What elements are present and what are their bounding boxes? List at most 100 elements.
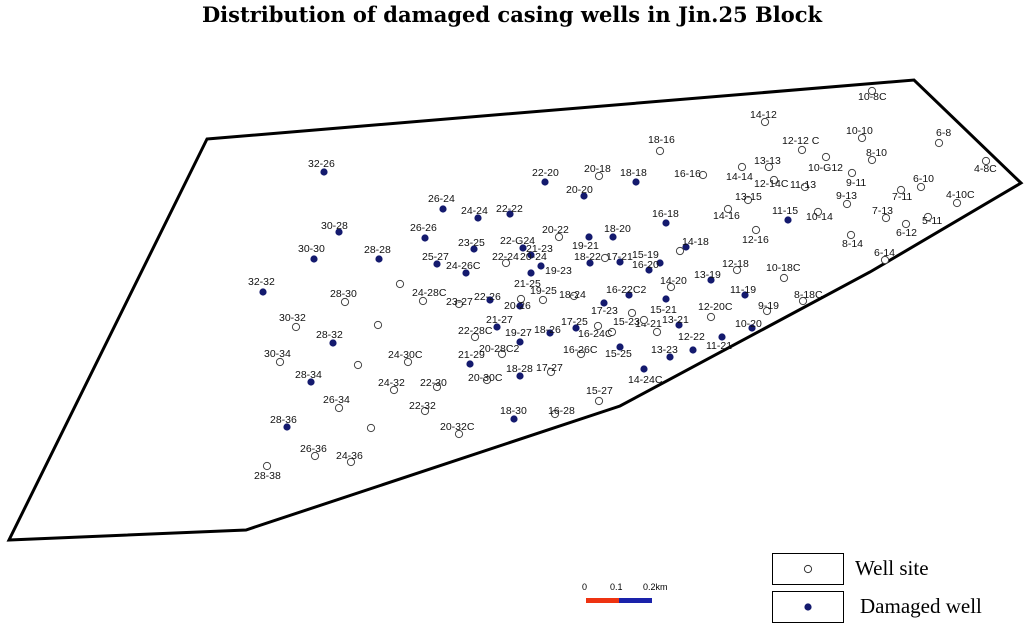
- well-marker[interactable]: 14-24C: [628, 365, 663, 386]
- well-site-dot[interactable]: [857, 133, 867, 143]
- damaged-well-dot[interactable]: [537, 262, 545, 270]
- well-site-dot[interactable]: [346, 457, 356, 467]
- well-marker[interactable]: 19-23: [527, 265, 572, 277]
- damaged-well-dot[interactable]: [748, 324, 756, 332]
- well-site-dot[interactable]: [916, 182, 926, 192]
- well-marker[interactable]: 7-11: [892, 185, 912, 203]
- damaged-well-dot[interactable]: [433, 260, 441, 268]
- well-marker[interactable]: 10-20: [735, 318, 762, 332]
- well-marker[interactable]: 14-14: [726, 162, 753, 183]
- well-site-dot[interactable]: [262, 461, 272, 471]
- well-marker[interactable]: 9-19: [758, 300, 779, 316]
- well-marker[interactable]: 4-10C: [946, 189, 975, 208]
- damaged-well-dot[interactable]: [682, 243, 690, 251]
- well-site-dot[interactable]: [501, 258, 511, 268]
- well-marker[interactable]: 19-27: [505, 327, 532, 346]
- well-marker[interactable]: 6-8: [934, 127, 951, 148]
- well-marker[interactable]: 13-19: [694, 269, 721, 284]
- well-marker[interactable]: 21-23: [526, 243, 553, 259]
- well-marker[interactable]: 20-28C2: [479, 343, 519, 359]
- damaged-well-dot[interactable]: [656, 259, 664, 267]
- well-marker[interactable]: 24-24: [461, 205, 488, 222]
- well-site-dot[interactable]: [550, 409, 560, 419]
- well-site-dot[interactable]: [607, 327, 617, 337]
- well-site-dot[interactable]: [470, 332, 480, 342]
- well-marker[interactable]: 18-28: [506, 363, 533, 380]
- damaged-well-dot[interactable]: [675, 321, 683, 329]
- damaged-well-dot[interactable]: [510, 415, 518, 423]
- well-site-dot[interactable]: [867, 155, 877, 165]
- well-marker[interactable]: [373, 320, 383, 330]
- well-marker[interactable]: 17-25: [561, 316, 588, 332]
- well-site-dot[interactable]: [497, 349, 507, 359]
- well-marker[interactable]: 14-16: [713, 204, 740, 222]
- well-marker[interactable]: 17-21: [606, 251, 633, 266]
- well-site-dot[interactable]: [389, 385, 399, 395]
- well-site-dot[interactable]: [666, 282, 676, 292]
- well-marker[interactable]: 14-18: [682, 236, 709, 251]
- well-marker[interactable]: 22-28C: [458, 325, 493, 342]
- well-site-dot[interactable]: [576, 349, 586, 359]
- well-marker[interactable]: 12-22: [678, 331, 705, 354]
- damaged-well-dot[interactable]: [320, 168, 328, 176]
- well-marker[interactable]: 10-10: [846, 125, 873, 143]
- well-marker[interactable]: 11-15: [772, 205, 798, 224]
- well-marker[interactable]: 9-13: [836, 190, 857, 209]
- well-marker[interactable]: 24-30C: [388, 349, 423, 367]
- well-marker[interactable]: 10-14: [806, 207, 833, 223]
- well-marker[interactable]: 21-27: [486, 314, 513, 331]
- well-marker[interactable]: 22-G24: [500, 235, 535, 252]
- well-marker[interactable]: 24-26C: [446, 260, 481, 277]
- damaged-well-dot[interactable]: [421, 234, 429, 242]
- well-marker[interactable]: 10-18C: [766, 262, 801, 283]
- damaged-well-dot[interactable]: [516, 338, 524, 346]
- well-marker[interactable]: 13-23: [651, 344, 678, 361]
- damaged-well-dot[interactable]: [466, 360, 474, 368]
- damaged-well-dot[interactable]: [259, 288, 267, 296]
- well-site-dot[interactable]: [291, 322, 301, 332]
- damaged-well-dot[interactable]: [462, 269, 470, 277]
- damaged-well-dot[interactable]: [486, 296, 494, 304]
- well-marker[interactable]: [366, 423, 376, 433]
- damaged-well-dot[interactable]: [307, 378, 315, 386]
- damaged-well-dot[interactable]: [600, 299, 608, 307]
- well-marker[interactable]: 16-22C2: [606, 284, 646, 299]
- well-marker[interactable]: 8-18C: [794, 289, 823, 306]
- well-marker[interactable]: 28-32: [316, 329, 343, 347]
- well-site-dot[interactable]: [751, 225, 761, 235]
- well-marker[interactable]: 12-14C: [754, 175, 789, 190]
- damaged-well-dot[interactable]: [310, 255, 318, 263]
- well-marker[interactable]: 18-22: [574, 251, 601, 267]
- well-marker[interactable]: 14-21: [635, 318, 662, 337]
- well-site-dot[interactable]: [594, 396, 604, 406]
- well-marker[interactable]: 19-25: [530, 285, 557, 305]
- well-marker[interactable]: 15-21: [650, 295, 677, 316]
- well-marker[interactable]: 25-27: [422, 251, 449, 268]
- damaged-well-dot[interactable]: [625, 291, 633, 299]
- well-marker[interactable]: 22-32: [409, 400, 436, 416]
- well-marker[interactable]: 28-30: [330, 288, 357, 307]
- well-site-dot[interactable]: [797, 145, 807, 155]
- damaged-well-dot[interactable]: [335, 228, 343, 236]
- well-marker[interactable]: 20-30C: [468, 372, 503, 385]
- well-marker[interactable]: 10-G12: [808, 152, 843, 174]
- well-marker[interactable]: 22-30: [420, 377, 447, 392]
- well-marker[interactable]: 16-24C: [578, 327, 617, 340]
- well-site-dot[interactable]: [432, 382, 442, 392]
- damaged-well-dot[interactable]: [439, 205, 447, 213]
- damaged-well-dot[interactable]: [586, 259, 594, 267]
- well-marker[interactable]: [353, 360, 363, 370]
- well-marker[interactable]: 18-24: [559, 289, 586, 301]
- damaged-well-dot[interactable]: [640, 365, 648, 373]
- well-marker[interactable]: 18-26: [534, 324, 561, 337]
- well-marker[interactable]: 12-20C: [698, 301, 733, 322]
- well-marker[interactable]: 5-11: [922, 212, 942, 227]
- well-marker[interactable]: [639, 315, 649, 325]
- well-marker[interactable]: 28-28: [364, 244, 391, 263]
- well-site-dot[interactable]: [334, 403, 344, 413]
- well-site-dot[interactable]: [934, 138, 944, 148]
- damaged-well-dot[interactable]: [375, 255, 383, 263]
- well-marker[interactable]: 14-20: [660, 275, 687, 292]
- well-site-dot[interactable]: [482, 375, 492, 385]
- well-site-dot[interactable]: [896, 185, 906, 195]
